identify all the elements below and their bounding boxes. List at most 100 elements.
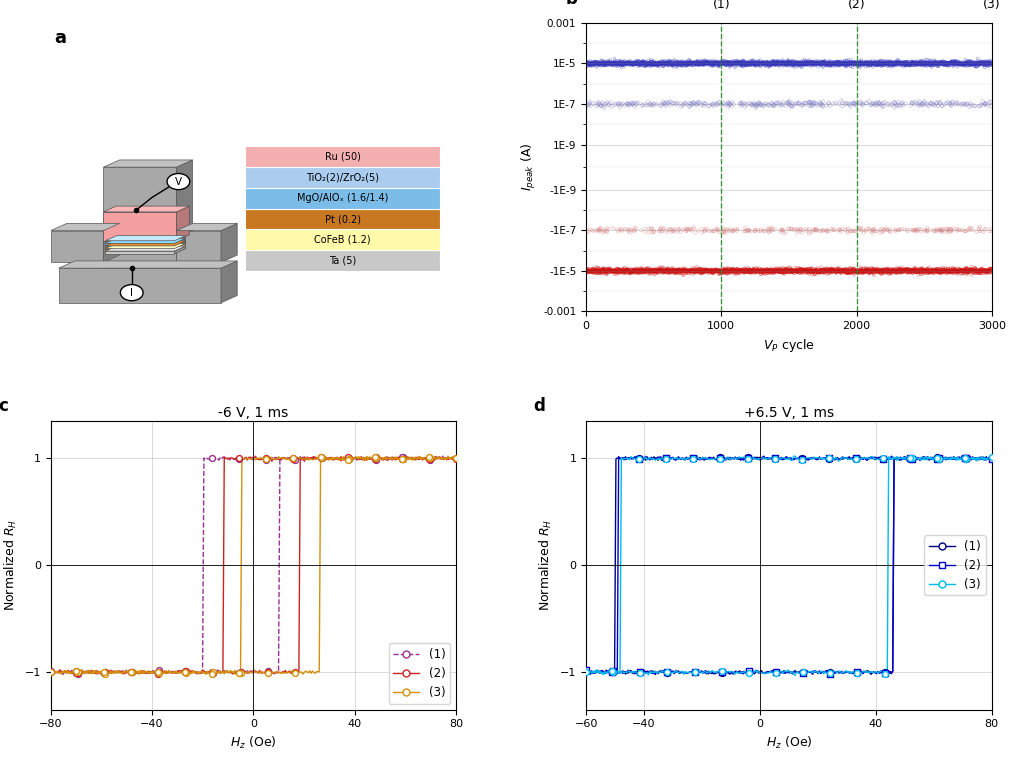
Point: [707, 262, 723, 275]
Point: [643, 263, 659, 275]
Point: [749, 58, 765, 70]
Point: [769, 266, 786, 278]
Point: [813, 59, 829, 71]
Point: [779, 97, 796, 109]
Point: [850, 58, 866, 70]
Point: [706, 265, 722, 277]
Point: [905, 264, 921, 276]
Point: [616, 266, 632, 278]
Point: [912, 262, 928, 275]
Point: [920, 56, 936, 69]
Point: [601, 59, 617, 71]
Point: [836, 224, 852, 237]
Point: [788, 265, 804, 277]
Point: [676, 224, 693, 236]
Point: [847, 266, 863, 278]
Point: [712, 59, 728, 71]
Point: [685, 56, 702, 69]
Point: [639, 262, 655, 275]
Point: [978, 98, 994, 110]
Point: [836, 263, 852, 275]
Point: [902, 452, 918, 464]
Point: [928, 56, 944, 68]
Point: [658, 96, 674, 108]
Point: [598, 57, 614, 69]
Point: [953, 224, 970, 236]
Point: [629, 262, 645, 275]
Point: [829, 263, 845, 275]
Point: [850, 56, 866, 69]
Point: [848, 263, 864, 275]
Point: [721, 56, 737, 68]
Point: [672, 266, 688, 278]
Point: [735, 263, 751, 275]
Point: [783, 57, 799, 69]
Point: [885, 264, 901, 276]
Point: [789, 56, 805, 69]
Point: [588, 57, 605, 69]
Point: [722, 59, 738, 71]
Point: [784, 223, 800, 235]
Point: [879, 98, 895, 111]
Point: [764, 56, 780, 69]
Point: [581, 264, 598, 276]
Point: [683, 56, 700, 69]
Point: [763, 56, 779, 68]
Point: [976, 264, 992, 276]
Point: [260, 665, 276, 678]
Point: [743, 57, 759, 69]
Point: [952, 58, 969, 70]
Point: [70, 667, 86, 679]
Point: [845, 59, 861, 71]
Point: [612, 266, 628, 278]
Point: [799, 56, 815, 69]
Point: [909, 269, 925, 281]
Point: [815, 264, 831, 276]
Point: [923, 56, 939, 69]
Point: [934, 59, 950, 71]
Point: [205, 667, 221, 679]
Point: [736, 265, 752, 277]
Point: [726, 263, 742, 275]
Point: [879, 58, 895, 70]
Point: [602, 265, 618, 277]
Point: [878, 266, 894, 278]
Point: [586, 265, 603, 277]
Point: [656, 266, 672, 278]
Point: [960, 59, 977, 71]
Point: [694, 58, 710, 70]
Point: [894, 56, 910, 69]
Point: [909, 98, 925, 110]
Point: [864, 57, 881, 69]
Point: [806, 265, 822, 277]
Point: [712, 452, 728, 464]
Point: [669, 59, 685, 71]
Point: [946, 266, 962, 278]
Point: [952, 60, 969, 72]
Point: [772, 264, 789, 276]
Point: [738, 98, 754, 111]
Point: [948, 56, 964, 69]
Point: [707, 56, 723, 69]
Point: [659, 264, 675, 276]
Point: [679, 56, 696, 68]
Point: [648, 266, 664, 278]
Point: [749, 56, 765, 68]
Point: [847, 264, 863, 276]
Point: [733, 59, 749, 71]
Point: [929, 262, 945, 275]
Point: [829, 264, 845, 276]
Point: [605, 665, 621, 678]
Point: [583, 264, 600, 276]
Point: [847, 265, 863, 277]
Point: [818, 60, 834, 72]
Point: [819, 56, 835, 69]
Point: [722, 264, 738, 276]
Point: [894, 57, 910, 69]
Point: [670, 263, 686, 275]
Point: [737, 224, 753, 236]
Point: [709, 60, 725, 72]
Point: [671, 222, 687, 234]
Point: [871, 57, 888, 69]
Point: [914, 58, 930, 70]
